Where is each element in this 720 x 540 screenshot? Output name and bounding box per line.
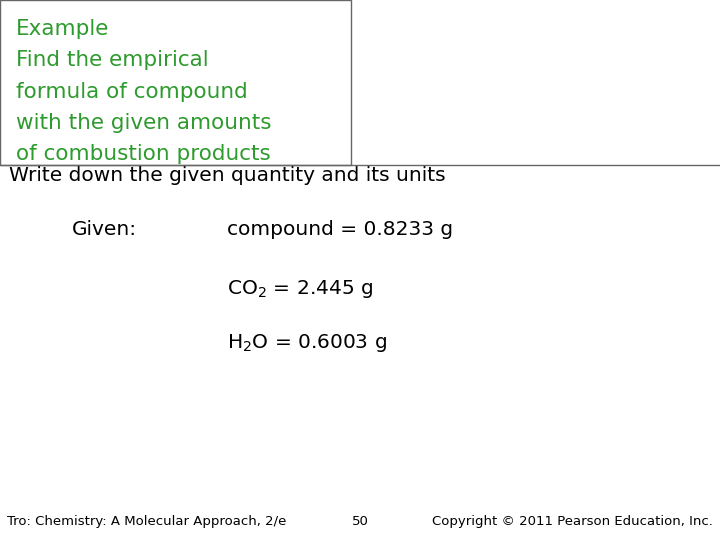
Text: $\mathregular{CO_2}$ = 2.445 g: $\mathregular{CO_2}$ = 2.445 g xyxy=(227,278,373,300)
Text: Tro: Chemistry: A Molecular Approach, 2/e: Tro: Chemistry: A Molecular Approach, 2/… xyxy=(7,515,287,528)
Text: Find the empirical: Find the empirical xyxy=(16,50,209,70)
Text: $\mathregular{H_2O}$ = 0.6003 g: $\mathregular{H_2O}$ = 0.6003 g xyxy=(227,332,387,354)
Text: compound = 0.8233 g: compound = 0.8233 g xyxy=(227,220,453,239)
Bar xyxy=(0,0,351,165)
Text: of combustion products: of combustion products xyxy=(16,144,271,164)
Text: 50: 50 xyxy=(351,515,369,528)
Text: Copyright © 2011 Pearson Education, Inc.: Copyright © 2011 Pearson Education, Inc. xyxy=(432,515,713,528)
Text: Write down the given quantity and its units: Write down the given quantity and its un… xyxy=(9,166,445,185)
Text: formula of compound: formula of compound xyxy=(16,82,248,102)
Text: Given:: Given: xyxy=(72,220,137,239)
Text: Example: Example xyxy=(16,19,109,39)
Text: with the given amounts: with the given amounts xyxy=(16,113,271,133)
